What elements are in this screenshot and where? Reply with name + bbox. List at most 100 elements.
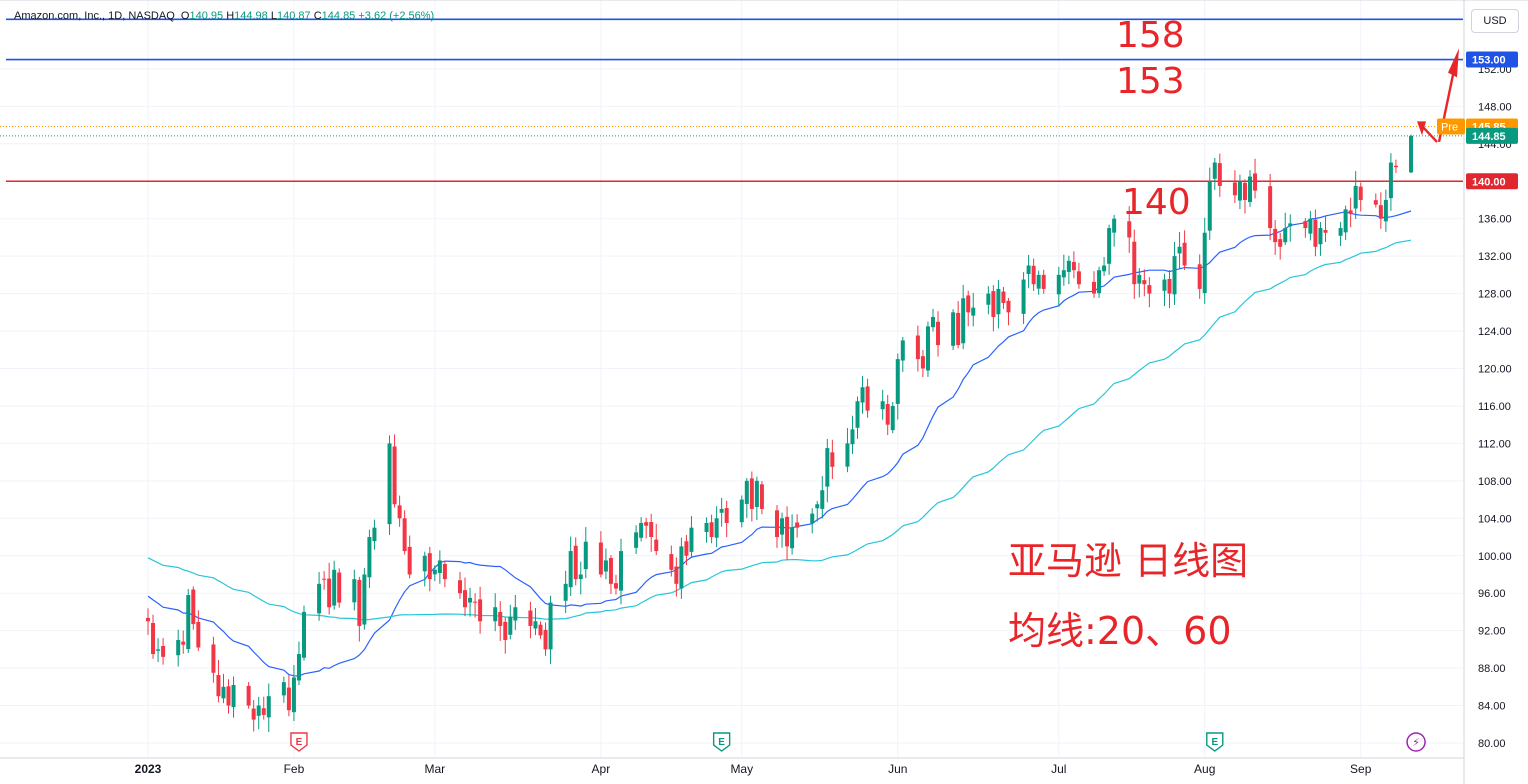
x-tick-label-7: Aug [1194, 762, 1215, 776]
candle-31 [362, 568, 367, 630]
close-value: 144.85 [321, 10, 356, 22]
candle-100 [850, 415, 855, 454]
candle-164 [1303, 218, 1308, 238]
y-tick-label-13: 132.00 [1478, 251, 1512, 263]
candle-body [1137, 274, 1142, 284]
y-tick-label-10: 120.00 [1478, 364, 1512, 376]
candle-9 [211, 636, 216, 683]
candle-37 [402, 510, 407, 555]
candle-89 [775, 505, 779, 548]
low-value: 140.87 [276, 10, 311, 22]
candle-10 [216, 659, 221, 703]
currency-button[interactable]: USD [1471, 9, 1519, 33]
candle-body [850, 429, 855, 445]
candle-11 [221, 673, 226, 704]
candle-body [1268, 186, 1273, 229]
candle-151 [1207, 167, 1212, 240]
candle-body [830, 452, 835, 467]
open-label: O [180, 10, 190, 22]
candle-14 [246, 682, 251, 709]
candle-47 [473, 593, 478, 618]
candle-79 [704, 517, 709, 543]
y-tick-label-0: 80.00 [1478, 738, 1506, 750]
candle-144 [1162, 273, 1167, 307]
candle-54 [528, 601, 533, 639]
candle-150 [1202, 217, 1207, 304]
candle-64 [598, 531, 603, 578]
candle-body [221, 686, 226, 699]
candle-body [719, 508, 724, 513]
candle-136 [1102, 257, 1107, 276]
candle-99 [845, 428, 850, 473]
candle-body [1056, 274, 1061, 295]
candle-body [1212, 162, 1217, 179]
x-tick-label-6: Jul [1051, 762, 1066, 776]
candle-55 [533, 607, 538, 636]
candle-body [296, 654, 301, 681]
candle-body [966, 295, 971, 313]
candle-7 [191, 586, 196, 630]
x-tick-label-5: Jun [888, 762, 907, 776]
candle-59 [563, 570, 568, 613]
candle-body [654, 539, 659, 552]
candle-body [1303, 221, 1308, 229]
candle-body [669, 554, 674, 570]
candle-body [795, 522, 800, 528]
x-tick-label-8: Sep [1350, 762, 1372, 776]
candle-172 [1353, 171, 1358, 220]
candle-103 [865, 378, 870, 418]
candle-body [684, 541, 689, 556]
candle-body [890, 405, 895, 431]
candle-body [634, 532, 639, 548]
candle-134 [1092, 271, 1097, 298]
candle-140 [1132, 229, 1137, 299]
candle-body [156, 649, 161, 651]
y-tick-label-5: 100.00 [1478, 551, 1512, 563]
candle-86 [749, 471, 754, 522]
candle-35 [392, 434, 397, 508]
candle-39 [422, 551, 427, 587]
candle-body [608, 558, 613, 584]
candle-body [1162, 279, 1167, 291]
candle-body [151, 622, 156, 655]
candle-body [407, 546, 412, 575]
x-tick-label-0: 2023 [135, 762, 162, 776]
event-marker-0 [290, 732, 308, 752]
candle-85 [744, 477, 749, 518]
candle-body [146, 617, 150, 622]
candle-body [432, 569, 437, 575]
candle-102 [860, 375, 865, 414]
candle-23 [301, 605, 306, 661]
candle-93 [795, 514, 800, 538]
candle-body [372, 527, 377, 542]
candle-body [1167, 278, 1172, 294]
candle-108 [900, 336, 905, 372]
candle-body [1132, 241, 1137, 285]
candle-1 [151, 614, 156, 659]
candle-0 [146, 608, 150, 635]
candle-body [619, 551, 624, 591]
candle-131 [1066, 255, 1071, 285]
candle-6 [186, 588, 191, 653]
price-badge-label-0: 153.00 [1472, 55, 1506, 67]
candle-49 [493, 593, 498, 632]
candle-111 [925, 321, 930, 377]
candle-63 [583, 527, 588, 579]
candle-body [1373, 200, 1378, 205]
candle-78 [689, 516, 694, 558]
candle-body [951, 312, 956, 346]
candle-body [790, 527, 795, 549]
candle-169 [1338, 221, 1343, 246]
candle-body [332, 569, 337, 606]
candle-body [573, 545, 578, 580]
candle-33 [372, 519, 377, 550]
annotation-153: 153 [1116, 61, 1185, 102]
candle-141 [1137, 268, 1142, 298]
candle-51 [503, 617, 508, 654]
y-tick-label-2: 88.00 [1478, 663, 1506, 675]
candle-body [1308, 218, 1313, 234]
candle-body [176, 640, 181, 656]
candle-80 [709, 514, 714, 544]
candle-body [427, 553, 432, 580]
